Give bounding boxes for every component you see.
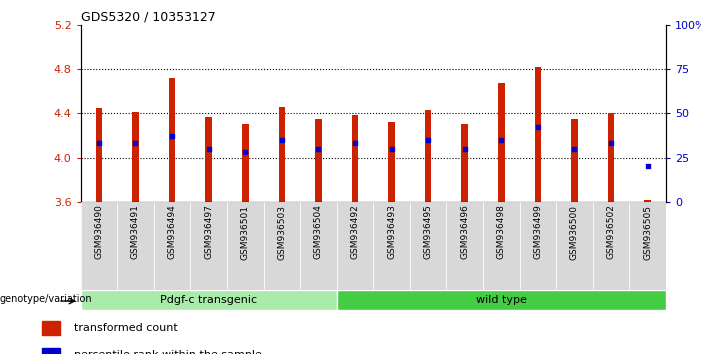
Bar <box>191 202 227 294</box>
Point <box>166 133 177 139</box>
Text: GSM936497: GSM936497 <box>204 205 213 259</box>
Bar <box>425 110 431 202</box>
Text: GSM936492: GSM936492 <box>350 205 360 259</box>
Bar <box>336 202 373 294</box>
Point <box>203 146 215 152</box>
Bar <box>535 67 541 202</box>
Bar <box>315 119 322 202</box>
Text: Pdgf-c transgenic: Pdgf-c transgenic <box>160 295 257 305</box>
Text: GSM936499: GSM936499 <box>533 205 543 259</box>
Text: GSM936493: GSM936493 <box>387 205 396 259</box>
Bar <box>629 202 666 294</box>
Bar <box>388 122 395 202</box>
Bar <box>169 78 175 202</box>
Bar <box>264 202 300 294</box>
Point <box>130 141 141 146</box>
Text: GSM936498: GSM936498 <box>497 205 506 259</box>
Point <box>240 149 251 155</box>
Text: GSM936501: GSM936501 <box>240 205 250 259</box>
Text: GSM936500: GSM936500 <box>570 205 579 259</box>
Bar <box>95 108 102 202</box>
Text: genotype/variation: genotype/variation <box>0 294 93 304</box>
Text: GSM936496: GSM936496 <box>461 205 469 259</box>
Text: GSM936490: GSM936490 <box>95 205 104 259</box>
Bar <box>205 116 212 202</box>
Bar <box>352 115 358 202</box>
Point <box>349 141 360 146</box>
Bar <box>483 202 519 294</box>
Bar <box>644 200 651 202</box>
Text: GSM936504: GSM936504 <box>314 205 323 259</box>
Point <box>386 146 397 152</box>
Bar <box>571 119 578 202</box>
Point <box>496 137 507 143</box>
Bar <box>227 202 264 294</box>
Bar <box>410 202 447 294</box>
Point <box>532 125 543 130</box>
Text: GSM936505: GSM936505 <box>643 205 652 259</box>
Bar <box>242 124 249 202</box>
Bar <box>300 202 336 294</box>
Bar <box>374 202 410 294</box>
Bar <box>461 124 468 202</box>
Bar <box>81 290 336 310</box>
Point <box>423 137 434 143</box>
Point <box>606 141 617 146</box>
Text: wild type: wild type <box>476 295 526 305</box>
Point <box>276 137 287 143</box>
Text: GSM936494: GSM936494 <box>168 205 177 259</box>
Text: transformed count: transformed count <box>74 323 177 333</box>
Bar <box>593 202 629 294</box>
Bar <box>42 348 60 354</box>
Bar <box>519 202 556 294</box>
Bar <box>117 202 154 294</box>
Text: GSM936503: GSM936503 <box>278 205 286 259</box>
Text: GSM936491: GSM936491 <box>131 205 140 259</box>
Point <box>569 146 580 152</box>
Text: percentile rank within the sample: percentile rank within the sample <box>74 350 261 354</box>
Text: GSM936495: GSM936495 <box>423 205 433 259</box>
Bar <box>556 202 593 294</box>
Bar <box>498 84 505 202</box>
Bar <box>336 290 666 310</box>
Point <box>642 164 653 169</box>
Bar <box>81 202 117 294</box>
Text: GDS5320 / 10353127: GDS5320 / 10353127 <box>81 11 215 24</box>
Point <box>313 146 324 152</box>
Point <box>93 141 104 146</box>
Bar <box>278 107 285 202</box>
Point <box>459 146 470 152</box>
Bar <box>447 202 483 294</box>
Bar <box>42 321 60 335</box>
Text: GSM936502: GSM936502 <box>606 205 615 259</box>
Bar <box>132 112 139 202</box>
Bar <box>154 202 191 294</box>
Bar <box>608 113 614 202</box>
